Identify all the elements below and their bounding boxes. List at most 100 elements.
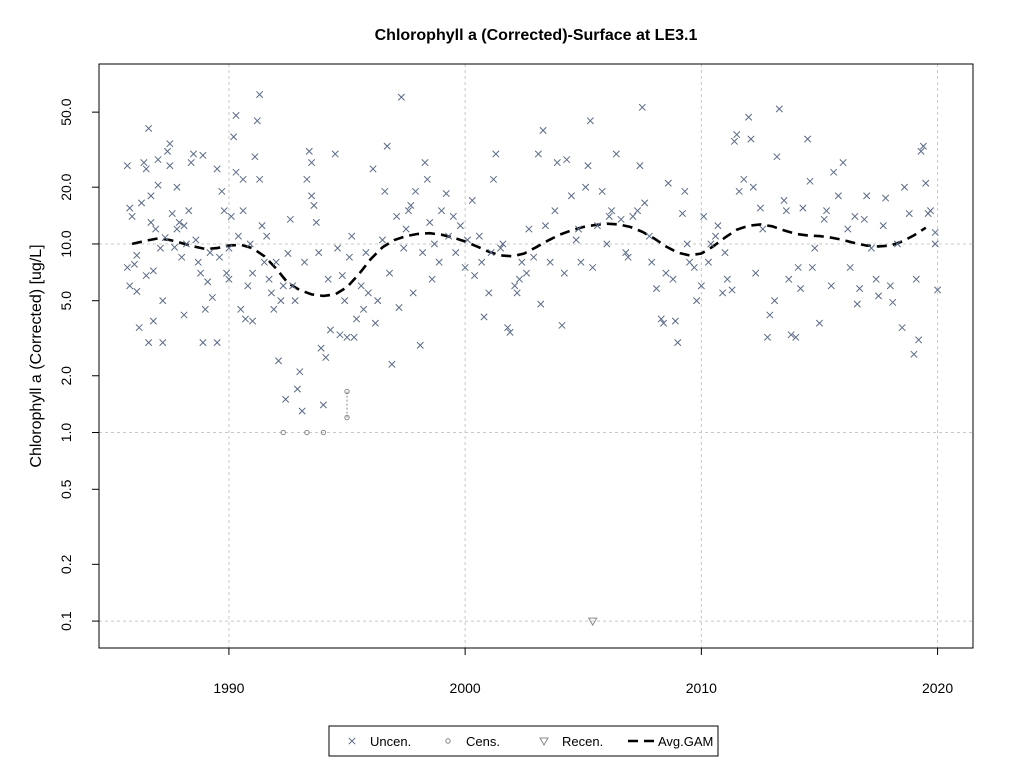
data-point-uncensored: [248, 317, 257, 325]
data-point-uncensored: [171, 243, 179, 251]
data-point-uncensored: [225, 275, 233, 283]
data-point-uncensored: [518, 258, 526, 266]
data-point-uncensored: [806, 177, 814, 185]
data-point-uncensored: [213, 338, 221, 347]
data-point-uncensored: [634, 207, 642, 215]
data-point-uncensored: [404, 207, 412, 215]
data-point-uncensored: [456, 222, 464, 230]
data-point-uncensored: [882, 194, 890, 202]
data-point-uncensored: [900, 183, 909, 191]
data-point-uncensored: [293, 385, 301, 393]
data-point-uncensored: [407, 201, 415, 210]
data-point-uncensored: [492, 150, 500, 158]
data-point-uncensored: [445, 232, 453, 240]
data-point-uncensored: [582, 183, 590, 191]
data-point-uncensored: [785, 275, 793, 283]
gam-layer: [131, 222, 927, 298]
data-point-uncensored: [215, 253, 224, 261]
data-point-uncensored: [834, 192, 842, 200]
y-tick-label: 50.0: [58, 98, 74, 125]
data-point-uncensored: [192, 236, 200, 244]
x-tick-label: 2020: [922, 680, 953, 696]
data-point-uncensored: [648, 258, 656, 266]
data-point-uncensored: [693, 297, 701, 305]
legend-label: Cens.: [466, 734, 500, 749]
data-point-uncensored: [745, 113, 753, 121]
data-point-uncensored: [272, 258, 280, 266]
data-point-uncensored: [752, 269, 760, 277]
data-point-uncensored: [206, 249, 214, 257]
data-point-uncensored: [910, 350, 918, 358]
data-point-uncensored: [707, 240, 715, 248]
data-point-uncensored: [395, 303, 403, 312]
data-point-uncensored: [846, 263, 854, 272]
data-point-uncensored: [147, 192, 155, 200]
data-point-uncensored: [664, 179, 672, 187]
data-point-uncensored: [173, 183, 181, 191]
y-tick-label: 5.0: [58, 291, 74, 311]
data-point-uncensored: [589, 263, 597, 272]
data-point-uncensored: [504, 324, 512, 332]
data-point-uncensored: [159, 338, 167, 347]
data-point-uncensored: [792, 333, 800, 341]
data-point-uncensored: [624, 253, 632, 261]
data-point-uncensored: [197, 269, 205, 277]
data-point-uncensored: [574, 225, 583, 233]
x-axis: 1990 2000 2010 2020: [213, 648, 953, 696]
data-point-uncensored: [449, 212, 457, 220]
data-point-uncensored: [239, 207, 247, 215]
data-point-uncensored: [856, 285, 864, 293]
data-point-uncensored: [142, 165, 150, 173]
y-tick-label: 0.2: [58, 554, 74, 574]
data-point-uncensored: [409, 289, 417, 297]
data-point-uncensored: [804, 135, 812, 143]
data-point-uncensored: [586, 117, 594, 125]
data-point-uncensored: [794, 263, 802, 272]
data-point-uncensored: [435, 258, 443, 266]
data-point-uncensored: [133, 287, 141, 295]
data-point-uncensored: [149, 317, 157, 325]
data-point-uncensored: [378, 236, 387, 244]
data-point-uncensored: [400, 244, 408, 252]
data-point-uncensored: [312, 218, 320, 227]
data-point-uncensored: [135, 324, 143, 332]
data-point-uncensored: [671, 317, 679, 325]
data-point-uncensored: [690, 263, 698, 272]
points-layer: [123, 90, 942, 627]
data-point-uncensored: [839, 159, 847, 167]
data-point-uncensored: [820, 215, 828, 223]
data-point-uncensored: [416, 341, 424, 349]
data-point-uncensored: [253, 117, 261, 125]
data-point-uncensored: [931, 228, 939, 237]
data-point-uncensored: [534, 150, 542, 158]
data-point-uncensored: [267, 289, 275, 297]
legend-item: Avg.GAM: [628, 734, 713, 749]
legend-item: Cens.: [445, 734, 500, 749]
legend-symbol-circle: [445, 738, 451, 744]
data-point-uncensored: [728, 286, 736, 294]
data-point-uncensored: [419, 249, 427, 257]
data-point-uncensored: [201, 305, 209, 313]
data-point-uncensored: [827, 282, 835, 290]
y-tick-label: 2.0: [58, 366, 74, 386]
data-point-uncensored: [345, 253, 353, 261]
data-point-uncensored: [383, 142, 391, 150]
data-point-uncensored: [230, 133, 238, 141]
y-tick-label: 0.1: [58, 611, 74, 631]
data-point-uncensored: [853, 300, 861, 308]
data-point-uncensored: [274, 357, 283, 365]
data-point-uncensored: [291, 297, 299, 305]
data-point-uncensored: [145, 124, 153, 132]
data-point-uncensored: [385, 269, 394, 277]
data-point-uncensored: [300, 258, 309, 266]
data-point-uncensored: [338, 271, 346, 280]
data-point-uncensored: [402, 225, 410, 233]
data-point-uncensored: [241, 315, 250, 323]
data-point-uncensored: [260, 258, 268, 266]
data-point-uncensored: [497, 244, 505, 252]
legend-item: Recen.: [539, 734, 603, 749]
data-point-uncensored: [277, 297, 285, 305]
data-point-uncensored: [919, 142, 927, 150]
data-point-uncensored: [652, 285, 661, 293]
